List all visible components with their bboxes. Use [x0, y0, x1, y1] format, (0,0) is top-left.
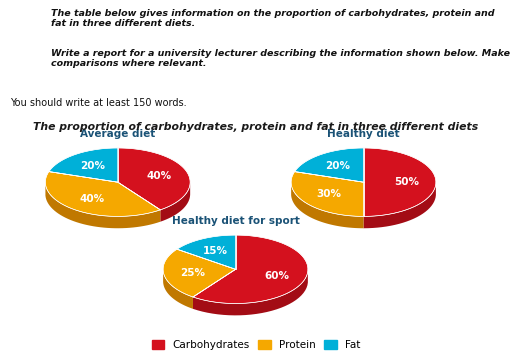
Title: Average diet: Average diet: [80, 129, 155, 139]
Polygon shape: [118, 148, 190, 210]
Text: The table below gives information on the proportion of carbohydrates, protein an: The table below gives information on the…: [51, 9, 495, 28]
Legend: Carbohydrates, Protein, Fat: Carbohydrates, Protein, Fat: [147, 336, 365, 354]
Text: Write a report for a university lecturer describing the information shown below.: Write a report for a university lecturer…: [51, 49, 510, 68]
Text: 40%: 40%: [80, 194, 105, 204]
Polygon shape: [46, 172, 160, 216]
Text: 15%: 15%: [203, 246, 228, 256]
Text: 50%: 50%: [394, 177, 419, 187]
Text: 20%: 20%: [80, 160, 105, 171]
Polygon shape: [163, 249, 236, 297]
Polygon shape: [160, 183, 190, 222]
Text: 40%: 40%: [146, 171, 172, 181]
Polygon shape: [291, 172, 364, 216]
Title: Healthy diet: Healthy diet: [327, 129, 400, 139]
Title: Healthy diet for sport: Healthy diet for sport: [172, 216, 300, 226]
Polygon shape: [193, 235, 308, 303]
Polygon shape: [291, 183, 364, 228]
Polygon shape: [193, 271, 308, 315]
Text: The proportion of carbohydrates, protein and fat in three different diets: The proportion of carbohydrates, protein…: [33, 122, 479, 132]
Polygon shape: [364, 183, 436, 228]
Text: 60%: 60%: [264, 271, 289, 281]
Text: 30%: 30%: [316, 189, 341, 199]
Polygon shape: [364, 148, 436, 216]
Text: 25%: 25%: [180, 268, 205, 277]
Text: 20%: 20%: [326, 160, 351, 171]
Polygon shape: [46, 184, 160, 228]
Polygon shape: [294, 148, 364, 182]
Polygon shape: [49, 148, 118, 182]
Polygon shape: [163, 270, 193, 309]
Polygon shape: [177, 235, 236, 269]
Text: You should write at least 150 words.: You should write at least 150 words.: [10, 98, 187, 108]
